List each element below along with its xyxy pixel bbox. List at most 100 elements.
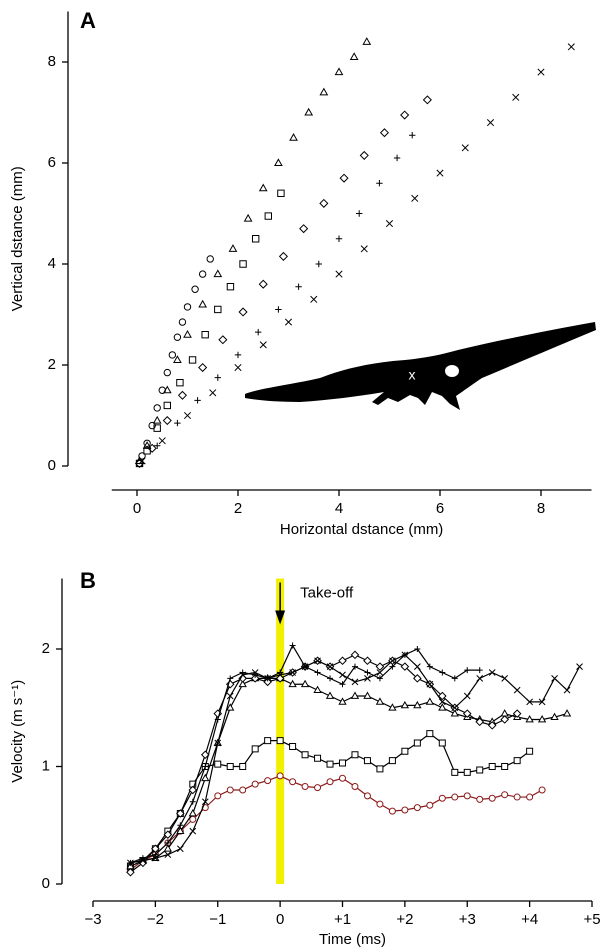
marker <box>438 794 446 802</box>
marker <box>439 669 446 676</box>
marker <box>176 378 184 387</box>
marker <box>299 224 309 234</box>
marker <box>183 411 192 420</box>
y-tick-label: 0 <box>42 875 50 892</box>
marker <box>275 306 282 313</box>
marker <box>163 844 173 852</box>
marker <box>139 857 147 864</box>
marker <box>362 37 372 45</box>
marker <box>376 180 383 187</box>
marker <box>500 709 509 717</box>
marker <box>239 763 247 770</box>
marker <box>264 737 272 745</box>
marker <box>425 697 434 705</box>
marker <box>264 777 272 785</box>
marker <box>476 667 483 674</box>
marker <box>143 447 151 455</box>
marker <box>400 700 410 709</box>
marker <box>152 851 159 858</box>
marker <box>198 270 207 278</box>
marker <box>338 656 347 666</box>
marker <box>276 671 284 679</box>
marker <box>239 786 247 794</box>
marker <box>461 144 469 152</box>
silhouette-label: x <box>409 367 416 383</box>
marker <box>389 657 396 665</box>
marker <box>191 285 199 293</box>
marker <box>476 675 484 682</box>
marker <box>251 745 259 753</box>
marker <box>228 244 238 252</box>
marker <box>339 759 346 767</box>
x-tick-label: −2 <box>147 911 164 928</box>
marker <box>251 235 260 243</box>
marker <box>158 437 166 445</box>
marker <box>138 457 146 465</box>
marker <box>176 845 184 853</box>
marker <box>163 401 171 410</box>
marker <box>289 642 296 649</box>
marker <box>326 778 334 786</box>
marker <box>274 158 283 167</box>
marker <box>360 245 368 253</box>
marker <box>214 374 221 381</box>
marker <box>178 318 187 326</box>
marker <box>363 792 371 800</box>
marker <box>189 827 197 835</box>
y-axis-title: Vertical dstance (mm) <box>9 166 26 311</box>
marker <box>288 679 297 688</box>
marker <box>476 766 484 774</box>
marker <box>314 657 321 665</box>
marker <box>562 709 572 717</box>
marker <box>376 669 384 676</box>
marker <box>202 763 209 770</box>
marker <box>154 442 161 449</box>
x-tick-label: −1 <box>209 911 226 928</box>
marker <box>351 663 358 670</box>
marker <box>393 154 401 162</box>
marker <box>319 87 329 96</box>
x-tick-label: 0 <box>276 911 284 928</box>
x-tick-label: +3 <box>459 911 476 928</box>
marker <box>243 213 253 222</box>
marker <box>538 698 546 706</box>
x-tick-label: +1 <box>334 911 351 928</box>
marker <box>339 671 346 679</box>
y-tick-label: 0 <box>48 457 56 474</box>
marker <box>462 709 472 718</box>
marker <box>388 757 396 765</box>
marker <box>226 692 234 700</box>
series-line <box>130 732 530 867</box>
marker <box>350 691 360 699</box>
x-tick-label: +4 <box>521 911 538 928</box>
marker <box>513 686 521 694</box>
marker <box>339 173 349 183</box>
marker <box>526 747 534 755</box>
marker <box>173 333 182 341</box>
marker <box>487 721 497 730</box>
marker <box>255 328 262 336</box>
marker <box>164 839 171 846</box>
marker <box>201 773 210 782</box>
marker <box>164 851 172 858</box>
marker <box>183 330 192 338</box>
marker <box>376 800 384 808</box>
marker <box>413 663 421 670</box>
marker <box>277 189 285 197</box>
marker <box>301 663 309 670</box>
marker <box>194 397 201 404</box>
marker <box>300 679 310 688</box>
marker <box>142 441 152 449</box>
marker <box>226 703 235 711</box>
x-tick-label: 2 <box>234 500 242 517</box>
marker <box>488 794 496 802</box>
marker <box>486 119 495 127</box>
marker <box>413 674 422 683</box>
marker <box>501 791 509 799</box>
marker <box>173 355 182 364</box>
marker <box>476 795 484 803</box>
marker <box>400 110 410 120</box>
marker <box>426 801 434 809</box>
marker <box>314 754 322 762</box>
